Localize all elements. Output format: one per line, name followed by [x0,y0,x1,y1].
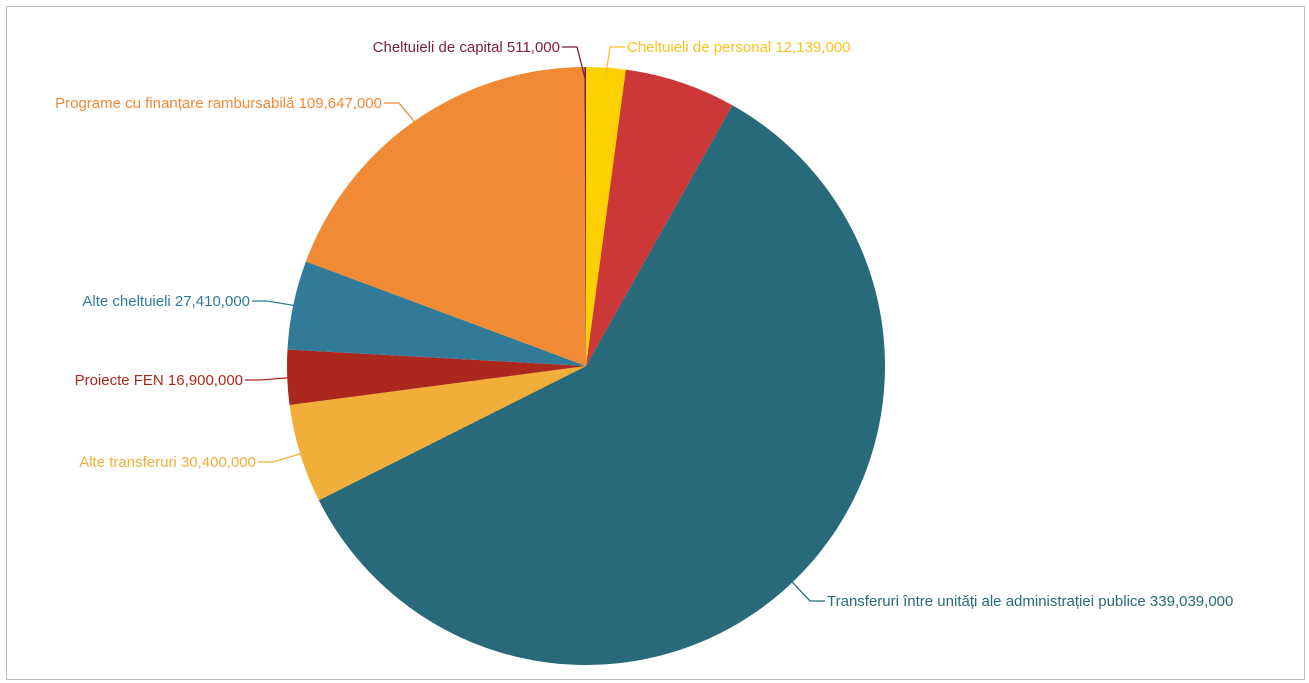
pie-slice-transferuri-intre-unitati-ale-administratiei-publice [318,105,886,665]
pie-slice-programe-cu-finantare-rambursabila [305,67,586,367]
pie-slice-alte-cheltuieli [287,261,586,366]
chart-frame: Cheltuieli de personal 12,139,000 Transfe… [6,6,1305,680]
pie-slice-alte-transferuri [289,366,586,501]
pie-slice-proiecte-fen [287,349,586,406]
leader-line-transferuri-intre-unitati-ale-administratiei-publice [783,573,825,602]
leader-line-proiecte-fen [245,376,300,381]
leader-line-cheltuieli-de-capital [562,46,586,80]
data-label-programe-cu-finantare-rambursabila: Programe cu finanțare rambursabilă 109,6… [55,95,382,112]
data-label-alte-transferuri: Alte transferuri 30,400,000 [79,454,256,471]
leader-line-programe-cu-finantare-rambursabila [384,102,423,132]
pie-slice-cheltuieli-de-capital [584,67,586,366]
pie-chart: Cheltuieli de personal 12,139,000 Transfe… [55,39,1233,665]
data-label-proiecte-fen: Proiecte FEN 16,900,000 [75,372,243,389]
data-label-transferuri-intre-unitati-ale-administratiei-publice: Transferuri între unități ale administra… [827,593,1233,610]
data-label-cheltuieli-de-capital: Cheltuieli de capital 511,000 [373,39,560,56]
pie-slice-cheltuieli-de-personal [586,67,626,366]
leader-line-cheltuieli-de-personal [604,46,625,80]
data-label-cheltuieli-de-personal: Cheltuieli de personal 12,139,000 [627,39,851,56]
leader-line-alte-transferuri [258,449,312,463]
leader-line-alte-cheltuieli [252,300,306,308]
pie-slice-slice-1 [586,69,733,366]
data-label-alte-cheltuieli: Alte cheltuieli 27,410,000 [82,293,250,310]
